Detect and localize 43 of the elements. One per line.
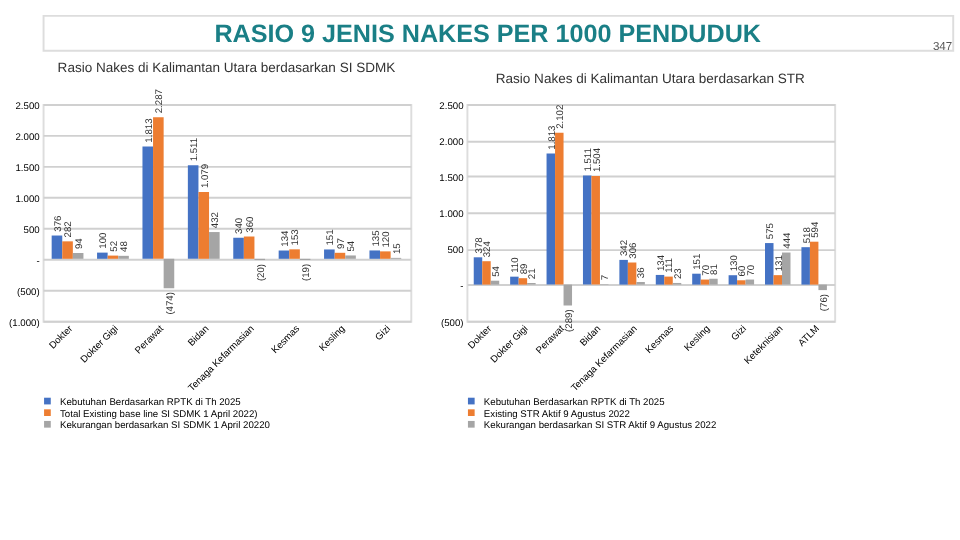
bar [324, 249, 335, 259]
bar [72, 252, 84, 259]
bar [97, 252, 108, 259]
bar [765, 243, 774, 285]
bar [728, 275, 738, 285]
bar [233, 237, 244, 259]
bar [243, 236, 255, 259]
bar [278, 250, 290, 259]
bar [655, 274, 665, 285]
bar [563, 284, 573, 306]
bar [692, 273, 701, 285]
bar [142, 146, 154, 259]
bar [369, 250, 381, 259]
bar [198, 191, 210, 259]
bar [809, 241, 819, 285]
bar [380, 251, 391, 259]
bar [773, 275, 783, 285]
text: RASIO 9 JENIS NAKES PER 1000 PENDUDUK [214, 20, 762, 49]
bar [627, 262, 637, 285]
bar [482, 261, 491, 285]
bar [334, 252, 346, 259]
bar [163, 258, 175, 289]
bar [51, 235, 63, 259]
bar [582, 175, 592, 285]
bar [591, 175, 600, 285]
bar [187, 165, 199, 259]
bar [700, 279, 710, 285]
bar [546, 153, 556, 285]
bar [709, 278, 718, 285]
bar [555, 132, 564, 285]
bar [62, 241, 73, 259]
bar [664, 276, 673, 285]
bar [209, 232, 220, 259]
bar [289, 249, 300, 259]
bar [153, 117, 164, 259]
bar [801, 247, 810, 285]
bar [745, 279, 755, 285]
bar [818, 284, 827, 291]
bar [473, 257, 483, 285]
bar [518, 278, 528, 285]
bar [782, 252, 791, 285]
bar [510, 276, 519, 285]
bar [619, 259, 628, 285]
